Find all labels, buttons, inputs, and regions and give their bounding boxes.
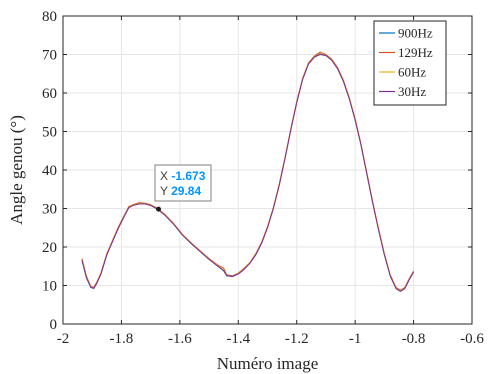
legend-label-30hz: 30Hz xyxy=(398,84,426,99)
legend-label-60hz: 60Hz xyxy=(398,65,426,80)
datatip-y-value: 29.84 xyxy=(171,184,201,198)
datatip-marker[interactable] xyxy=(156,206,162,212)
x-tick-label: -2 xyxy=(57,331,70,347)
legend-label-129hz: 129Hz xyxy=(398,45,433,60)
x-axis-title: Numéro image xyxy=(217,354,319,373)
y-axis-title: Angle genou (°) xyxy=(7,115,26,225)
y-tick-label: 40 xyxy=(42,163,57,179)
y-tick-label: 10 xyxy=(42,279,57,295)
y-tick-label: 70 xyxy=(42,48,57,64)
axis-ticks: -2 -1.8 -1.6 -1.4 -1.2 -1 -0.8 -0.6 0 10 20 30 40 50 6… xyxy=(42,9,484,347)
x-tick-label: -0.6 xyxy=(460,331,484,347)
data-series xyxy=(81,51,415,292)
datatip-x-row: X -1.673 xyxy=(160,169,206,183)
datatip-y-label: Y xyxy=(160,184,171,198)
y-tick-label: 0 xyxy=(50,317,58,333)
x-tick-label: -1 xyxy=(349,331,362,347)
x-tick-label: -1.8 xyxy=(110,331,134,347)
series-line-30hz xyxy=(81,53,415,292)
datatip-y-row: Y 29.84 xyxy=(160,184,201,198)
x-tick-label: -1.4 xyxy=(226,331,250,347)
y-tick-label: 50 xyxy=(42,125,57,141)
legend[interactable]: 900Hz 129Hz 60Hz 30Hz xyxy=(373,20,447,106)
x-tick-label: -0.8 xyxy=(402,331,426,347)
datatip-x-value: -1.673 xyxy=(171,169,205,183)
y-tick-label: 20 xyxy=(42,240,57,256)
y-tick-label: 60 xyxy=(42,86,57,102)
datatip-x-label: X xyxy=(160,169,171,183)
x-tick-label: -1.2 xyxy=(285,331,309,347)
y-tick-label: 30 xyxy=(42,202,57,218)
legend-label-900hz: 900Hz xyxy=(398,26,433,41)
datatip-box xyxy=(154,164,212,202)
x-tick-label: -1.6 xyxy=(168,331,192,347)
y-tick-label: 80 xyxy=(42,9,57,25)
